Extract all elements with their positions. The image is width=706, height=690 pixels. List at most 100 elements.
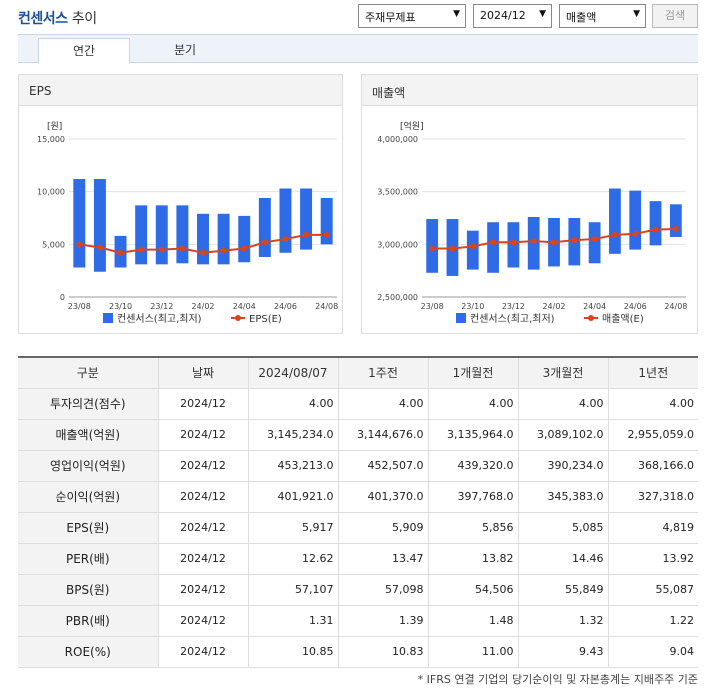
- consensus-range-bar: [487, 222, 499, 273]
- chevron-down-icon: ▼: [633, 9, 640, 19]
- row-value: 4.00: [517, 388, 608, 420]
- row-value: 5,856: [427, 512, 518, 544]
- row-label: EPS(원): [18, 512, 158, 544]
- page-title-suffix: 추이: [71, 11, 97, 27]
- consensus-range-bar: [320, 197, 333, 245]
- row-date: 2024/12: [157, 636, 248, 668]
- consensus-range-bar: [669, 204, 682, 237]
- statement-type-value: 주재무제표: [365, 11, 416, 24]
- y-tick-label: 5,000: [42, 240, 65, 249]
- x-tick-label: 23/10: [461, 302, 484, 311]
- period-tabs: 연간 분기: [18, 34, 698, 64]
- consensus-range-bar: [609, 188, 621, 254]
- legend-line-label: 매출액(E): [602, 313, 644, 325]
- tab-annual[interactable]: 연간: [38, 38, 130, 64]
- consensus-range-bar: [588, 222, 601, 264]
- estimate-point: [551, 239, 557, 246]
- estimate-point: [241, 245, 248, 252]
- estimate-point: [261, 239, 268, 246]
- estimate-point: [571, 237, 578, 244]
- revenue-chart: [억원] 4,000,000 3,500,000 3,000,000 2,500,000…: [377, 120, 687, 325]
- table-row: 매출액(억원) 2024/12 3,145,234.0 3,144,676.0 3,13…: [18, 419, 698, 451]
- estimate-point: [429, 245, 436, 252]
- x-tick-label: 24/06: [274, 302, 297, 311]
- row-value: 12.62: [247, 543, 338, 575]
- footnote: * IFRS 연결 기업의 당기순이익 및 자본총계는 지배주주 기준: [417, 673, 698, 686]
- row-label: 순이익(억원): [18, 481, 158, 513]
- row-value: 4.00: [607, 388, 698, 420]
- table-header-row: 구분 날짜 2024/08/07 1주전 1개월전 3개월전 1년전: [18, 357, 698, 389]
- table-row: BPS(원) 2024/12 57,107 57,098 54,506 55,849 55,…: [18, 574, 698, 606]
- consensus-range-bar: [197, 213, 209, 265]
- row-label: PER(배): [18, 543, 158, 575]
- row-value: 5,909: [337, 512, 428, 544]
- estimate-point: [220, 247, 227, 254]
- col-header-1month: 1개월전: [427, 357, 518, 389]
- x-tick-label: 24/08: [315, 302, 338, 311]
- estimate-point: [652, 226, 659, 233]
- y-tick-label: 4,000,000: [377, 135, 418, 144]
- row-date: 2024/12: [157, 419, 248, 451]
- period-value: 2024/12: [480, 9, 526, 22]
- x-tick-label: 24/02: [191, 302, 214, 311]
- estimate-point: [323, 231, 330, 238]
- row-value: 390,234.0: [517, 450, 608, 482]
- estimate-point: [530, 238, 537, 245]
- x-tick-label: 23/12: [502, 302, 525, 311]
- consensus-range-bar: [300, 188, 313, 250]
- row-date: 2024/12: [157, 605, 248, 637]
- legend-line-marker: [235, 315, 241, 321]
- estimate-point: [469, 243, 476, 250]
- y-axis-unit: [원]: [47, 121, 62, 132]
- estimate-point: [117, 249, 124, 256]
- legend-line-label: EPS(E): [249, 314, 282, 325]
- table-row: PBR(배) 2024/12 1.31 1.39 1.48 1.32 1.22: [18, 605, 698, 637]
- consensus-range-bar: [217, 213, 230, 265]
- legend-bar-label: 컨센서스(최고,최저): [470, 313, 555, 325]
- estimate-point: [632, 230, 639, 237]
- row-label: PBR(배): [18, 605, 158, 637]
- eps-chart: [원] 15,000 10,000 5,000 023/08 23/10 23/12 24/0…: [37, 121, 338, 325]
- estimate-point: [76, 241, 83, 248]
- search-button[interactable]: 검색: [652, 4, 698, 28]
- col-header-category: 구분: [18, 357, 158, 389]
- statement-type-select[interactable]: 주재무제표 ▼: [358, 4, 466, 28]
- row-value: 327,318.0: [607, 481, 698, 513]
- y-tick-label: 10,000: [37, 188, 65, 197]
- estimate-point: [303, 231, 310, 238]
- row-value: 55,849: [517, 574, 608, 606]
- row-value: 5,085: [517, 512, 608, 544]
- col-header-1year: 1년전: [607, 357, 698, 389]
- x-tick-label: 24/08: [664, 302, 687, 311]
- x-tick-label: 24/02: [542, 302, 565, 311]
- estimate-point: [200, 249, 206, 256]
- row-value: 13.47: [337, 543, 428, 575]
- legend-bar-label: 컨센서스(최고,최저): [117, 313, 202, 325]
- row-value: 4.00: [337, 388, 428, 420]
- row-date: 2024/12: [157, 512, 248, 544]
- consensus-range-bar: [466, 230, 479, 270]
- y-tick-label: 0: [60, 293, 65, 302]
- row-value: 345,383.0: [517, 481, 608, 513]
- y-axis-unit: [억원]: [400, 120, 424, 132]
- row-date: 2024/12: [157, 388, 248, 420]
- row-value: 401,370.0: [337, 481, 428, 513]
- consensus-range-bar: [135, 205, 148, 265]
- consensus-range-bar: [279, 188, 292, 253]
- tab-quarterly[interactable]: 분기: [173, 43, 197, 57]
- page-title: 컨센서스 추이: [18, 8, 97, 28]
- consensus-range-bar: [238, 215, 251, 263]
- row-value: 3,089,102.0: [517, 419, 608, 451]
- metric-select[interactable]: 매출액 ▼: [559, 4, 646, 28]
- revenue-chart-panel: 매출액 [억원] 4,000,000 3,500,000 3,000,000 2,500…: [361, 74, 698, 334]
- row-value: 57,107: [247, 574, 338, 606]
- row-value: 4.00: [427, 388, 518, 420]
- x-tick-label: 23/08: [68, 302, 91, 311]
- x-tick-label: 23/12: [150, 302, 173, 311]
- consensus-range-bar: [176, 205, 189, 264]
- y-tick-label: 15,000: [37, 135, 65, 144]
- period-select[interactable]: 2024/12 ▼: [473, 4, 552, 28]
- row-value: 4,819: [607, 512, 698, 544]
- metric-value: 매출액: [566, 11, 597, 24]
- row-value: 453,213.0: [247, 450, 338, 482]
